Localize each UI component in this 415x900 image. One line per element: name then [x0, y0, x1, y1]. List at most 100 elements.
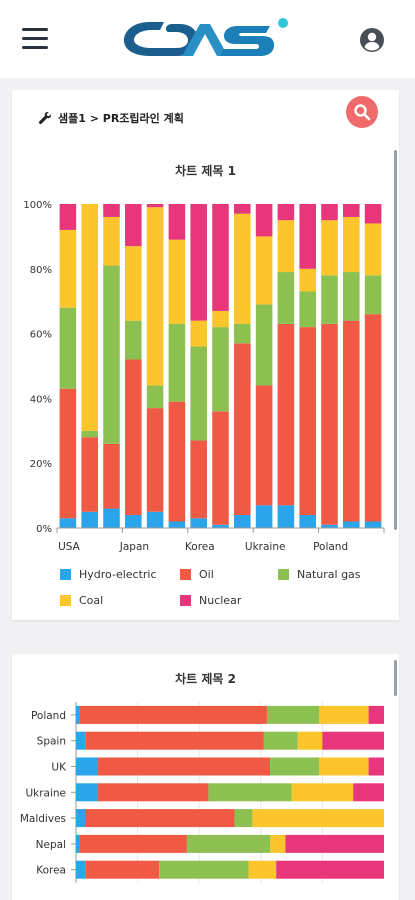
bar-segment-hydro-electric[interactable]	[321, 524, 338, 528]
legend-item-nuclear[interactable]: Nuclear	[180, 592, 241, 608]
bar-segment-hydro-electric[interactable]	[212, 524, 229, 528]
bar-segment-oil[interactable]	[343, 320, 360, 522]
bar-segment-coal[interactable]	[212, 310, 229, 328]
bar-segment-coal[interactable]	[146, 207, 164, 386]
bar-segment-nuclear[interactable]	[299, 204, 316, 269]
bar-segment-natural-gas[interactable]	[321, 275, 338, 324]
bar-segment-hydro-electric[interactable]	[125, 515, 142, 528]
bar-segment-coal[interactable]	[319, 757, 369, 776]
bar-segment-nuclear[interactable]	[364, 204, 382, 224]
bar-segment-oil[interactable]	[277, 323, 295, 506]
bar-segment-hydro-electric[interactable]	[76, 783, 98, 802]
bar-segment-natural-gas[interactable]	[234, 809, 253, 828]
bar-segment-oil[interactable]	[103, 443, 120, 509]
bar-segment-natural-gas[interactable]	[212, 327, 229, 412]
bar-segment-coal[interactable]	[125, 246, 142, 321]
bar-segment-oil[interactable]	[146, 408, 164, 512]
bar-segment-hydro-electric[interactable]	[299, 515, 316, 528]
bar-segment-coal[interactable]	[270, 834, 286, 853]
bar-segment-hydro-electric[interactable]	[190, 518, 207, 528]
bar-segment-coal[interactable]	[299, 268, 316, 292]
bar-segment-hydro-electric[interactable]	[81, 511, 98, 528]
bar-segment-nuclear[interactable]	[321, 204, 338, 221]
bar-segment-coal[interactable]	[297, 731, 323, 750]
bar-segment-coal[interactable]	[234, 213, 251, 324]
bar-segment-natural-gas[interactable]	[364, 275, 382, 315]
bar-segment-hydro-electric[interactable]	[277, 505, 295, 528]
bar-segment-oil[interactable]	[190, 440, 207, 519]
bar-segment-natural-gas[interactable]	[59, 307, 77, 389]
bar-segment-coal[interactable]	[319, 705, 369, 724]
bar-segment-hydro-electric[interactable]	[343, 521, 360, 528]
bar-segment-oil[interactable]	[81, 437, 98, 512]
bar-segment-hydro-electric[interactable]	[76, 705, 80, 724]
hamburger-menu-icon[interactable]	[22, 28, 48, 50]
bar-segment-oil[interactable]	[168, 401, 186, 522]
bar-segment-oil[interactable]	[321, 323, 338, 525]
bar-segment-natural-gas[interactable]	[255, 304, 273, 386]
bar-segment-hydro-electric[interactable]	[76, 809, 85, 828]
legend-item-oil[interactable]: Oil	[180, 566, 214, 582]
chart-2-scrollbar[interactable]	[394, 660, 397, 696]
bar-segment-oil[interactable]	[84, 809, 235, 828]
bar-segment-coal[interactable]	[248, 860, 277, 879]
bar-segment-nuclear[interactable]	[368, 705, 384, 724]
bar-segment-nuclear[interactable]	[285, 834, 384, 853]
bar-segment-oil[interactable]	[85, 731, 264, 750]
bar-segment-hydro-electric[interactable]	[168, 521, 186, 528]
bar-segment-natural-gas[interactable]	[299, 291, 316, 328]
bar-segment-nuclear[interactable]	[353, 783, 384, 802]
bar-segment-oil[interactable]	[299, 327, 316, 516]
bar-segment-nuclear[interactable]	[234, 204, 251, 214]
bar-segment-natural-gas[interactable]	[343, 272, 360, 321]
legend-item-hydro-electric[interactable]: Hydro-electric	[60, 566, 157, 582]
bar-segment-coal[interactable]	[103, 216, 120, 266]
bar-segment-coal[interactable]	[343, 216, 360, 273]
bar-segment-natural-gas[interactable]	[277, 272, 295, 324]
bar-segment-coal[interactable]	[81, 204, 98, 431]
bar-segment-oil[interactable]	[234, 343, 251, 516]
legend-item-natural-gas[interactable]: Natural gas	[278, 566, 361, 582]
bar-segment-nuclear[interactable]	[368, 757, 384, 776]
bar-segment-natural-gas[interactable]	[125, 320, 142, 360]
bar-segment-natural-gas[interactable]	[266, 705, 320, 724]
bar-segment-natural-gas[interactable]	[103, 265, 120, 444]
bar-segment-natural-gas[interactable]	[168, 323, 186, 402]
bar-segment-hydro-electric[interactable]	[255, 505, 273, 528]
bar-segment-nuclear[interactable]	[277, 204, 295, 221]
bar-segment-oil[interactable]	[79, 705, 267, 724]
chart-1-scrollbar[interactable]	[394, 150, 397, 530]
bar-segment-oil[interactable]	[212, 411, 229, 525]
bar-segment-oil[interactable]	[364, 314, 382, 522]
bar-segment-natural-gas[interactable]	[81, 430, 98, 438]
bar-segment-coal[interactable]	[321, 220, 338, 276]
user-account-icon[interactable]	[358, 26, 386, 54]
bar-segment-coal[interactable]	[252, 809, 384, 828]
bar-segment-coal[interactable]	[59, 229, 77, 308]
bar-segment-coal[interactable]	[291, 783, 354, 802]
search-button[interactable]	[346, 96, 378, 128]
bar-segment-natural-gas[interactable]	[146, 385, 164, 409]
bar-segment-coal[interactable]	[190, 320, 207, 347]
bar-segment-oil[interactable]	[97, 757, 271, 776]
legend-item-coal[interactable]: Coal	[60, 592, 103, 608]
bar-segment-nuclear[interactable]	[276, 860, 384, 879]
bar-segment-coal[interactable]	[277, 220, 295, 273]
bar-segment-oil[interactable]	[79, 834, 187, 853]
bar-segment-nuclear[interactable]	[59, 204, 77, 230]
bar-segment-natural-gas[interactable]	[208, 783, 292, 802]
bar-segment-oil[interactable]	[255, 385, 273, 506]
bar-segment-hydro-electric[interactable]	[76, 834, 80, 853]
bar-segment-natural-gas[interactable]	[263, 731, 298, 750]
bar-segment-natural-gas[interactable]	[234, 323, 251, 344]
brand-logo[interactable]	[120, 14, 290, 64]
bar-segment-nuclear[interactable]	[190, 204, 207, 321]
bar-segment-hydro-electric[interactable]	[76, 757, 98, 776]
bar-segment-oil[interactable]	[59, 388, 77, 519]
bar-segment-oil[interactable]	[85, 860, 160, 879]
bar-segment-hydro-electric[interactable]	[76, 731, 86, 750]
bar-segment-natural-gas[interactable]	[190, 346, 207, 441]
bar-segment-coal[interactable]	[255, 236, 273, 305]
bar-segment-hydro-electric[interactable]	[364, 521, 382, 528]
bar-segment-hydro-electric[interactable]	[103, 508, 120, 528]
